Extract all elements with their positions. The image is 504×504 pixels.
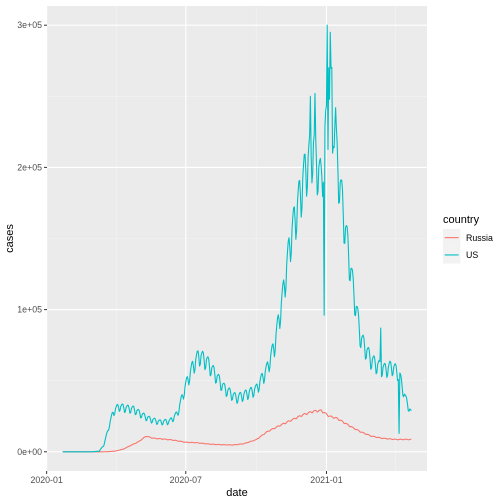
y-tick-label: 3e+05 xyxy=(17,20,42,30)
y-tick-label: 2e+05 xyxy=(17,162,42,172)
grid-minor xyxy=(47,6,427,471)
series-lines xyxy=(62,24,412,453)
series-line-russia xyxy=(62,409,412,453)
legend-label-russia: Russia xyxy=(466,233,493,243)
series-line-us xyxy=(62,24,412,453)
y-axis: 0e+00 1e+05 2e+05 3e+05 xyxy=(17,20,47,457)
y-tick-label: 0e+00 xyxy=(17,447,42,457)
x-tick-label: 2020-07 xyxy=(170,475,202,485)
y-axis-title: cases xyxy=(4,224,16,253)
legend: country Russia US xyxy=(443,214,493,264)
x-axis-title: date xyxy=(226,487,247,499)
legend-title: country xyxy=(443,214,480,226)
x-tick-label: 2020-01 xyxy=(30,475,62,485)
x-axis: 2020-01 2020-07 2021-01 xyxy=(30,471,343,485)
y-tick-label: 1e+05 xyxy=(17,305,42,315)
x-tick-label: 2021-01 xyxy=(310,475,342,485)
legend-label-us: US xyxy=(466,250,478,260)
